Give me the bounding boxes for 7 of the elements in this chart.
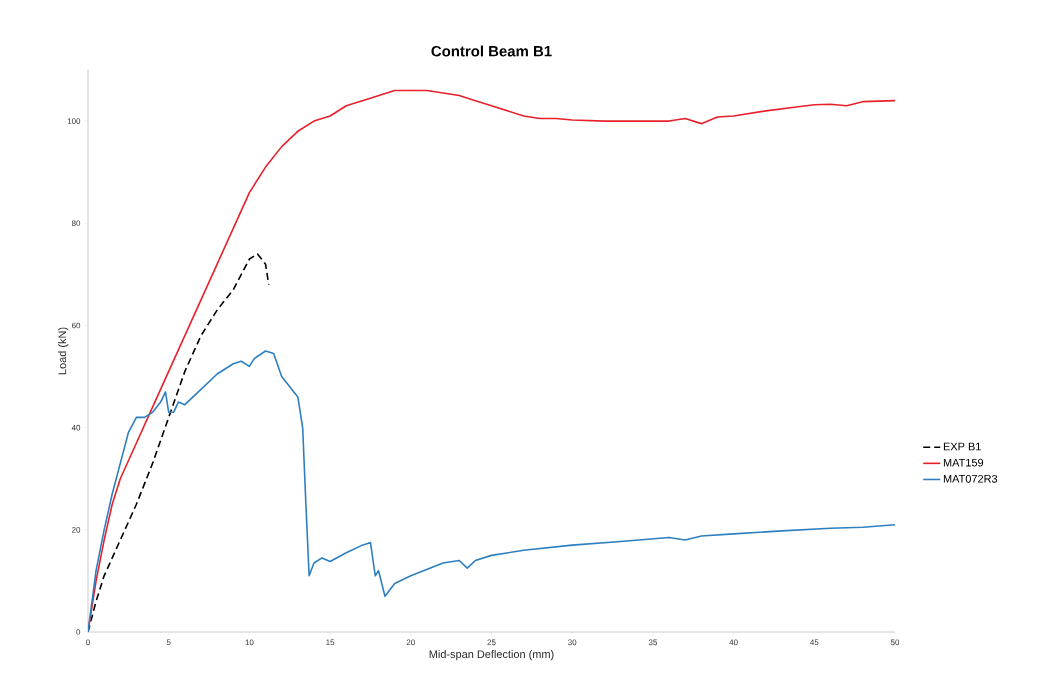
legend-label: MAT072R3 <box>943 474 998 483</box>
line-series <box>88 253 270 632</box>
chart-title: Control Beam B1 <box>431 45 552 57</box>
y-axis-title: Load (kN) <box>58 327 69 375</box>
legend-label: MAT159 <box>943 458 984 467</box>
legend-label: EXP B1 <box>943 442 981 451</box>
x-axis-title: Mid-span Deflection (mm) <box>429 650 554 661</box>
